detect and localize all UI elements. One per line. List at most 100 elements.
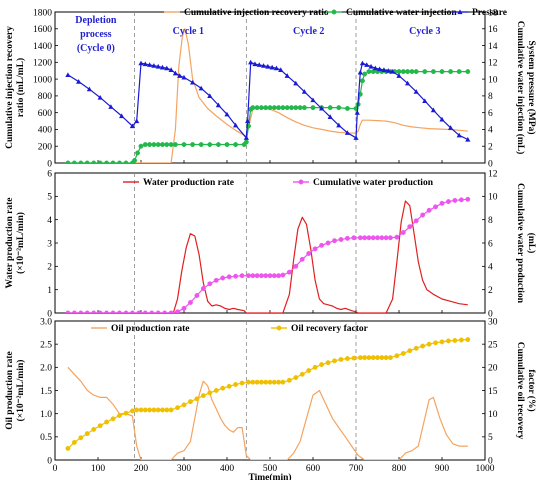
data-point-pressure — [134, 118, 140, 124]
data-point-oil-recovery-factor — [325, 360, 331, 366]
data-point-cumulative-water-injection — [280, 105, 286, 111]
legend-label: Oil recovery factor — [291, 324, 369, 334]
legend-marker — [298, 179, 304, 185]
x-tick-label: 900 — [435, 464, 450, 474]
data-point-cumulative-water-injection — [168, 142, 174, 147]
data-point-cumulative-water-injection — [360, 78, 365, 84]
data-point-oil-recovery-factor — [258, 379, 264, 385]
data-point-pressure — [198, 85, 204, 91]
y-tick-label-right: 0 — [488, 309, 493, 319]
data-point-oil-recovery-factor — [246, 379, 251, 385]
data-point-cumulative-water-injection — [276, 105, 282, 111]
data-point-pressure — [357, 69, 363, 75]
y-tick-label-left: 3.0 — [40, 317, 52, 327]
y-tick-label-right: 6 — [488, 239, 493, 249]
data-point-pressure — [86, 86, 92, 92]
data-point-pressure — [439, 116, 445, 122]
data-point-oil-recovery-factor — [263, 379, 269, 385]
data-point-oil-recovery-factor — [387, 355, 393, 361]
data-point-cumulative-water-injection — [400, 69, 406, 75]
y-axis-label-left: Water production rate — [5, 198, 15, 289]
y-tick-label-right: 6 — [488, 109, 493, 119]
data-point-cumulative-water-injection — [310, 105, 316, 111]
data-point-cumulative-water-production — [366, 235, 372, 241]
data-point-cumulative-water-production — [84, 310, 90, 313]
data-point-pressure — [430, 107, 436, 113]
y-tick-label-right: 4 — [488, 126, 493, 136]
data-point-cumulative-water-production — [271, 273, 277, 279]
legend-marker — [331, 9, 337, 15]
y-tick-label-right: 0 — [488, 159, 493, 169]
data-point-oil-recovery-factor — [91, 426, 97, 432]
data-point-pressure — [138, 60, 144, 66]
y-axis-label-right: Cumulative oil recovery — [515, 342, 525, 440]
data-point-pressure — [301, 89, 307, 94]
y-tick-label-right: 8 — [488, 92, 493, 102]
data-point-cumulative-water-production — [280, 272, 286, 278]
y-tick-label-left: 0 — [47, 456, 52, 466]
y-tick-label-left: 1800 — [33, 8, 52, 18]
y-tick-label-left: 0.5 — [40, 433, 52, 443]
data-point-pressure — [265, 63, 271, 69]
data-point-cumulative-water-production — [387, 235, 393, 241]
data-point-pressure — [252, 61, 258, 67]
data-point-oil-recovery-factor — [78, 435, 84, 441]
data-point-oil-recovery-factor — [160, 407, 165, 413]
data-point-cumulative-water-production — [188, 300, 193, 305]
data-point-oil-recovery-factor — [338, 357, 344, 362]
data-point-pressure — [142, 61, 148, 67]
data-point-oil-recovery-factor — [407, 348, 413, 354]
data-point-cumulative-water-production — [65, 310, 71, 313]
data-point-pressure — [377, 66, 383, 72]
data-point-oil-recovery-factor — [271, 379, 277, 385]
data-point-pressure — [224, 111, 230, 117]
cycle-annotation: (Cycle 0) — [77, 43, 115, 54]
data-point-cumulative-water-production — [293, 263, 299, 269]
data-point-cumulative-water-production — [194, 293, 200, 298]
y-axis-label-right: Cumulative water production — [515, 183, 525, 304]
data-point-cumulative-water-production — [357, 235, 363, 241]
legend-label: Cumulative water injection — [346, 8, 457, 18]
data-point-cumulative-water-production — [97, 310, 103, 313]
data-point-cumulative-water-production — [239, 273, 245, 279]
data-point-cumulative-water-production — [91, 310, 97, 313]
x-tick-label: 500 — [263, 464, 278, 474]
data-point-cumulative-water-production — [71, 310, 77, 313]
data-point-cumulative-water-production — [299, 256, 305, 262]
data-point-cumulative-water-production — [312, 246, 318, 252]
data-point-pressure — [353, 135, 359, 140]
data-point-cumulative-water-injection — [190, 142, 196, 147]
data-point-oil-recovery-factor — [439, 339, 445, 345]
data-point-cumulative-water-injection — [155, 142, 161, 147]
data-point-pressure — [396, 73, 402, 78]
data-point-cumulative-water-production — [413, 218, 419, 224]
data-point-pressure — [108, 104, 114, 109]
data-point-cumulative-water-production — [226, 274, 232, 280]
data-point-cumulative-water-injection — [405, 69, 411, 75]
data-point-cumulative-water-production — [375, 235, 380, 241]
data-point-cumulative-water-production — [78, 310, 84, 313]
data-point-cumulative-water-injection — [456, 69, 462, 75]
y-tick-label-left: 3 — [47, 239, 52, 249]
data-point-cumulative-water-injection — [422, 69, 428, 75]
data-point-cumulative-water-production — [458, 197, 464, 203]
data-point-oil-recovery-factor — [375, 355, 380, 361]
data-point-oil-recovery-factor — [104, 419, 110, 425]
data-point-cumulative-water-production — [123, 310, 129, 313]
data-point-oil-recovery-factor — [226, 383, 232, 389]
data-point-cumulative-water-production — [383, 235, 389, 241]
data-point-cumulative-water-production — [104, 310, 110, 313]
series-group — [65, 337, 471, 460]
data-point-cumulative-water-production — [433, 204, 438, 210]
data-point-cumulative-water-injection — [448, 69, 454, 75]
data-point-pressure — [76, 79, 82, 84]
x-tick-label: 200 — [134, 464, 149, 474]
y-axis-label-right: factor (%) — [526, 369, 537, 411]
data-point-oil-recovery-factor — [110, 416, 116, 422]
data-point-cumulative-water-production — [370, 235, 376, 241]
data-point-cumulative-water-injection — [430, 69, 436, 75]
data-point-pressure — [181, 74, 187, 80]
legend-marker — [276, 325, 282, 331]
data-point-oil-recovery-factor — [138, 407, 144, 413]
